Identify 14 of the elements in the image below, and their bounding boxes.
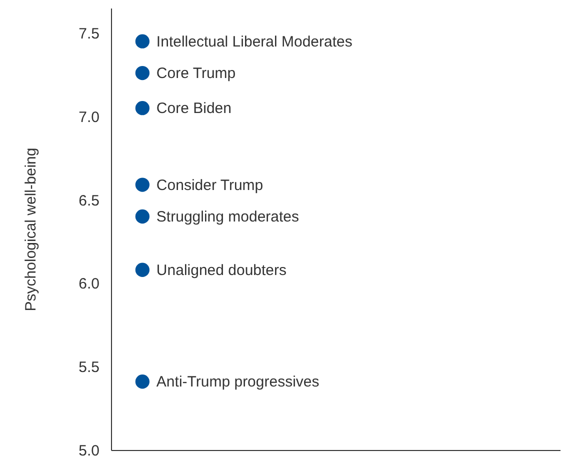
series-label: Core Trump bbox=[156, 65, 236, 82]
y-tick-label: 7.5 bbox=[78, 26, 100, 43]
series-label: Consider Trump bbox=[156, 176, 264, 194]
series-label: Unaligned doubters bbox=[156, 262, 287, 279]
y-tick-label: 6.5 bbox=[78, 192, 100, 210]
y-axis-title: Psychological well-being bbox=[22, 148, 40, 312]
series-label: Core Biden bbox=[156, 100, 232, 118]
y-tick-label: 6.0 bbox=[78, 276, 100, 293]
y-tick-label: 5.0 bbox=[78, 442, 100, 457]
y-tick-label: 5.5 bbox=[78, 359, 100, 376]
series-label: Anti-Trump progressives bbox=[156, 374, 320, 391]
series-label: Intellectual Liberal Moderates bbox=[156, 33, 352, 50]
series-label: Struggling moderates bbox=[156, 208, 300, 226]
y-tick-label: 7.0 bbox=[78, 108, 100, 126]
